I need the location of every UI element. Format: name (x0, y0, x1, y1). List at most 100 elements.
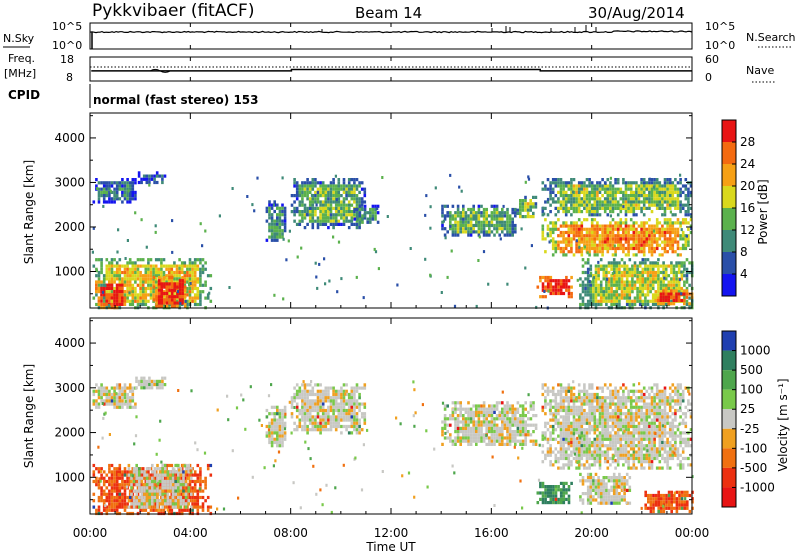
heatmap-cell (456, 423, 460, 427)
heatmap-cell (521, 404, 525, 408)
heatmap-cell (128, 291, 131, 295)
heatmap-cell (549, 194, 552, 198)
heatmap-cell (580, 250, 584, 254)
heatmap-cell (671, 221, 675, 225)
heatmap-cell (459, 227, 462, 231)
heatmap-cell (635, 230, 638, 235)
heatmap-cell (160, 270, 163, 275)
heatmap-cell (551, 197, 555, 201)
heatmap-cell (567, 184, 571, 188)
heatmap-cell (196, 302, 200, 307)
heatmap-cell (327, 190, 330, 194)
heatmap-cell (308, 415, 312, 419)
heatmap-cell (541, 210, 545, 214)
heatmap-cell (655, 200, 659, 204)
heatmap-cell (152, 293, 155, 297)
heatmap-cell (363, 200, 367, 204)
heatmap-cell (667, 290, 671, 294)
heatmap-cell (162, 280, 166, 284)
heatmap-cell (614, 234, 617, 238)
heatmap-cell (564, 237, 568, 241)
heatmap-cell (180, 267, 184, 271)
heatmap-cell (358, 226, 361, 230)
heatmap-cell (508, 430, 512, 434)
heatmap-cell (123, 508, 127, 512)
heatmap-cell (620, 280, 624, 284)
heatmap-cell (588, 197, 591, 201)
heatmap-cell (651, 302, 655, 307)
heatmap-cell (666, 178, 669, 182)
heatmap-cell (506, 407, 509, 411)
heatmap-cell (681, 234, 685, 238)
heatmap-cell (121, 473, 124, 477)
heatmap-cell (624, 246, 628, 251)
heatmap-cell (281, 415, 284, 419)
heatmap-cell (596, 234, 599, 238)
heatmap-cell (661, 203, 664, 207)
heatmap-cell (606, 230, 610, 235)
heatmap-cell (334, 405, 338, 409)
heatmap-cell (687, 221, 690, 225)
heatmap-cell (672, 274, 676, 278)
freq-right-tick-top: 60 (705, 53, 719, 66)
heatmap-cell (655, 206, 659, 210)
heatmap-cell (340, 386, 343, 390)
heatmap-cell (670, 261, 673, 265)
heatmap-cell (353, 200, 356, 204)
heatmap-cell (565, 282, 568, 286)
heatmap-cell (126, 200, 129, 204)
heatmap-cell (622, 190, 625, 194)
heatmap-cell (316, 200, 320, 204)
heatmap-cell (149, 283, 153, 287)
heatmap-cell (624, 218, 628, 222)
heatmap-cell (151, 495, 154, 500)
heatmap-cell (429, 273, 432, 277)
heatmap-cell (467, 433, 470, 437)
heatmap-cell (180, 508, 184, 512)
heatmap-cell (148, 492, 151, 496)
heatmap-cell (270, 219, 274, 223)
heatmap-cell (115, 499, 119, 503)
heatmap-cell (498, 414, 501, 418)
heatmap-cell (158, 489, 162, 493)
heatmap-cell (118, 258, 122, 262)
heatmap-cell (340, 187, 343, 191)
heatmap-cell (97, 392, 101, 397)
heatmap-cell (624, 230, 628, 235)
heatmap-cell (594, 274, 598, 278)
heatmap-cell (100, 280, 103, 284)
heatmap-cell (459, 401, 462, 405)
heatmap-cell (451, 223, 455, 228)
heatmap-cell (105, 293, 108, 297)
heatmap-cell (337, 424, 341, 429)
heatmap-cell (503, 214, 507, 218)
heatmap-cell (590, 234, 594, 238)
heatmap-cell (345, 197, 348, 201)
heatmap-cell (611, 218, 615, 222)
heatmap-cell (157, 298, 161, 302)
heatmap-cell (607, 261, 611, 265)
heatmap-cell (332, 408, 335, 413)
heatmap-cell (451, 233, 455, 237)
heatmap-cell (594, 264, 598, 268)
heatmap-cell (273, 440, 276, 445)
heatmap-cell (102, 286, 106, 290)
heatmap-cell (319, 396, 322, 400)
heatmap-cell (648, 224, 651, 228)
heatmap-cell (115, 479, 119, 484)
heatmap-cell (335, 198, 338, 202)
heatmap-cell (311, 219, 315, 223)
heatmap-cell (488, 436, 491, 440)
heatmap-cell (136, 293, 140, 297)
heatmap-cell (678, 278, 681, 282)
heatmap-cell (459, 230, 462, 234)
heatmap-cell (95, 290, 98, 294)
heatmap-cell (337, 219, 341, 223)
heatmap-cell (599, 264, 603, 268)
heatmap-cell (464, 214, 468, 218)
heatmap-cell (495, 230, 499, 234)
heatmap-cell (151, 463, 154, 468)
heatmap-cell (495, 414, 499, 418)
heatmap-cell (355, 178, 359, 182)
heatmap-cell (485, 442, 488, 446)
